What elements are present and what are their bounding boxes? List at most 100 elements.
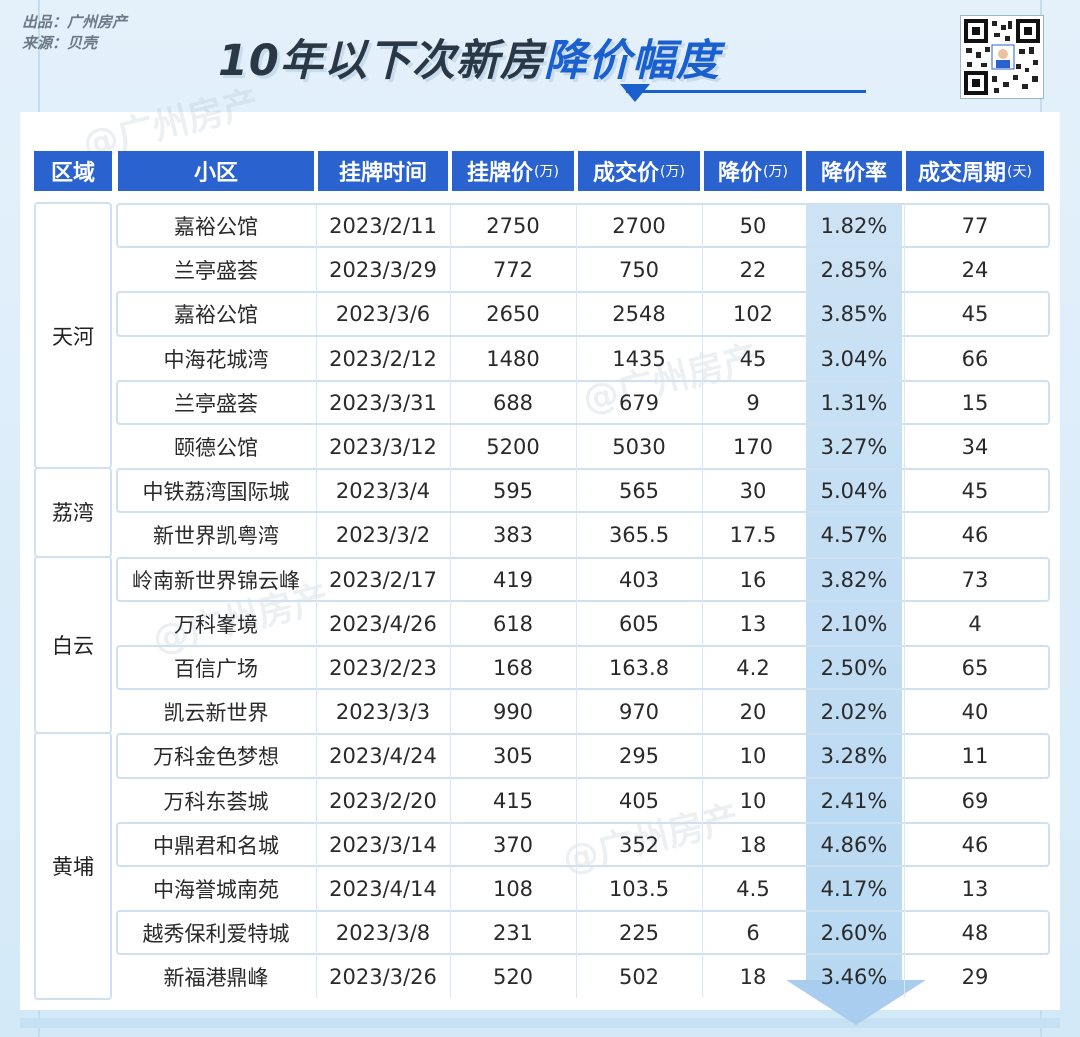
list-price: 419 — [492, 567, 534, 592]
list-date: 2023/3/31 — [329, 390, 437, 415]
deal-price: 679 — [618, 390, 660, 415]
list-price: 2650 — [486, 302, 540, 327]
deal-period: 46 — [961, 523, 989, 548]
community-name: 万科峯境 — [174, 612, 258, 637]
deal-price: 2548 — [612, 302, 666, 327]
list-price: 1480 — [486, 346, 540, 371]
header-deal-period: 成交周期 (天) — [906, 151, 1044, 191]
list-price: 2750 — [486, 214, 540, 239]
cut-rate: 3.04% — [820, 346, 888, 371]
header-list-price: 挂牌价 (万) — [452, 151, 574, 191]
row-border — [116, 291, 1050, 337]
bottom-band — [20, 1018, 1060, 1028]
deal-period: 40 — [961, 700, 989, 725]
list-price: 108 — [492, 877, 534, 902]
deal-period: 77 — [961, 214, 989, 239]
list-price: 688 — [492, 390, 534, 415]
list-date: 2023/3/14 — [329, 832, 437, 857]
community-name: 中海誉城南苑 — [153, 878, 279, 903]
list-price: 772 — [492, 258, 534, 283]
cut-rate: 2.02% — [820, 700, 888, 725]
row-border — [116, 556, 1050, 602]
column-divider — [576, 204, 577, 998]
source-line: 来源：贝壳 — [22, 33, 127, 54]
qr-code-icon — [960, 15, 1044, 99]
cut-rate: 4.17% — [820, 877, 888, 902]
deal-period: 29 — [961, 965, 989, 990]
source-name: 贝壳 — [67, 34, 98, 52]
community-name: 万科东荟城 — [163, 789, 269, 814]
community-name: 中鼎君和名城 — [153, 833, 279, 858]
list-date: 2023/3/12 — [329, 435, 437, 460]
price-cut: 9 — [746, 390, 760, 415]
row-border — [116, 468, 1050, 514]
district-cell: 荔湾 — [34, 467, 112, 558]
list-date: 2023/3/8 — [335, 921, 431, 946]
deal-period: 24 — [961, 258, 989, 283]
list-price: 305 — [492, 744, 534, 769]
community-name: 兰亭盛荟 — [174, 259, 258, 284]
list-date: 2023/2/11 — [329, 214, 437, 239]
row-border — [116, 203, 1050, 249]
list-date: 2023/4/14 — [329, 877, 437, 902]
community-name: 兰亭盛荟 — [174, 391, 258, 416]
down-arrow-icon — [786, 980, 926, 1025]
price-cut: 4.2 — [736, 656, 770, 681]
column-divider — [450, 204, 451, 998]
list-date: 2023/3/4 — [335, 479, 431, 504]
price-cut: 170 — [732, 435, 774, 460]
cut-rate: 3.46% — [820, 965, 888, 990]
deal-period: 69 — [961, 788, 989, 813]
cut-rate: 2.41% — [820, 788, 888, 813]
header-unit: (万) — [660, 164, 685, 180]
list-date: 2023/2/20 — [329, 788, 437, 813]
deal-price: 5030 — [612, 435, 666, 460]
deal-price: 163.8 — [608, 656, 670, 681]
header-label: 降价 — [718, 161, 763, 186]
header-label: 小区 — [193, 161, 238, 186]
community-name: 越秀保利爱特城 — [142, 922, 290, 947]
price-cut: 10 — [739, 788, 767, 813]
header-unit: (万) — [763, 164, 788, 180]
cut-rate: 2.60% — [820, 921, 888, 946]
price-cut: 18 — [739, 965, 767, 990]
row-border — [116, 645, 1050, 691]
list-date: 2023/2/17 — [329, 567, 437, 592]
title-highlight: 降价幅度 — [543, 36, 720, 86]
price-cut: 22 — [739, 258, 767, 283]
cut-rate: 4.86% — [820, 832, 888, 857]
community-name: 嘉裕公馆 — [174, 303, 258, 328]
cut-rate: 1.82% — [820, 214, 888, 239]
community-name: 百信广场 — [174, 657, 258, 682]
deal-price: 403 — [618, 567, 660, 592]
header-label: 区域 — [50, 161, 95, 186]
row-border — [116, 379, 1050, 425]
column-divider — [904, 204, 905, 998]
list-price: 231 — [492, 921, 534, 946]
publisher-line: 出品：广州房产 — [22, 12, 127, 33]
publisher-name: 广州房产 — [67, 13, 128, 31]
deal-price: 605 — [618, 611, 660, 636]
list-date: 2023/4/24 — [329, 744, 437, 769]
deal-price: 502 — [618, 965, 660, 990]
deal-price: 365.5 — [608, 523, 670, 548]
header-price-cut: 降价 (万) — [704, 151, 802, 191]
deal-period: 48 — [961, 921, 989, 946]
list-date: 2023/3/2 — [335, 523, 431, 548]
header-label: 成交价 — [593, 161, 660, 186]
deal-period: 65 — [961, 656, 989, 681]
community-name: 凯云新世界 — [163, 701, 269, 726]
deal-price: 295 — [618, 744, 660, 769]
list-price: 370 — [492, 832, 534, 857]
page-title: 10年以下次新房降价幅度 — [218, 26, 866, 102]
community-name: 万科金色梦想 — [153, 745, 279, 770]
deal-price: 970 — [618, 700, 660, 725]
publisher-label: 出品： — [22, 13, 68, 31]
deal-period: 45 — [961, 302, 989, 327]
deal-price: 405 — [618, 788, 660, 813]
header-unit: (天) — [1007, 164, 1032, 180]
header-district: 区域 — [34, 151, 112, 191]
price-cut: 102 — [732, 302, 774, 327]
deal-price: 2700 — [612, 214, 666, 239]
deal-period: 46 — [961, 832, 989, 857]
